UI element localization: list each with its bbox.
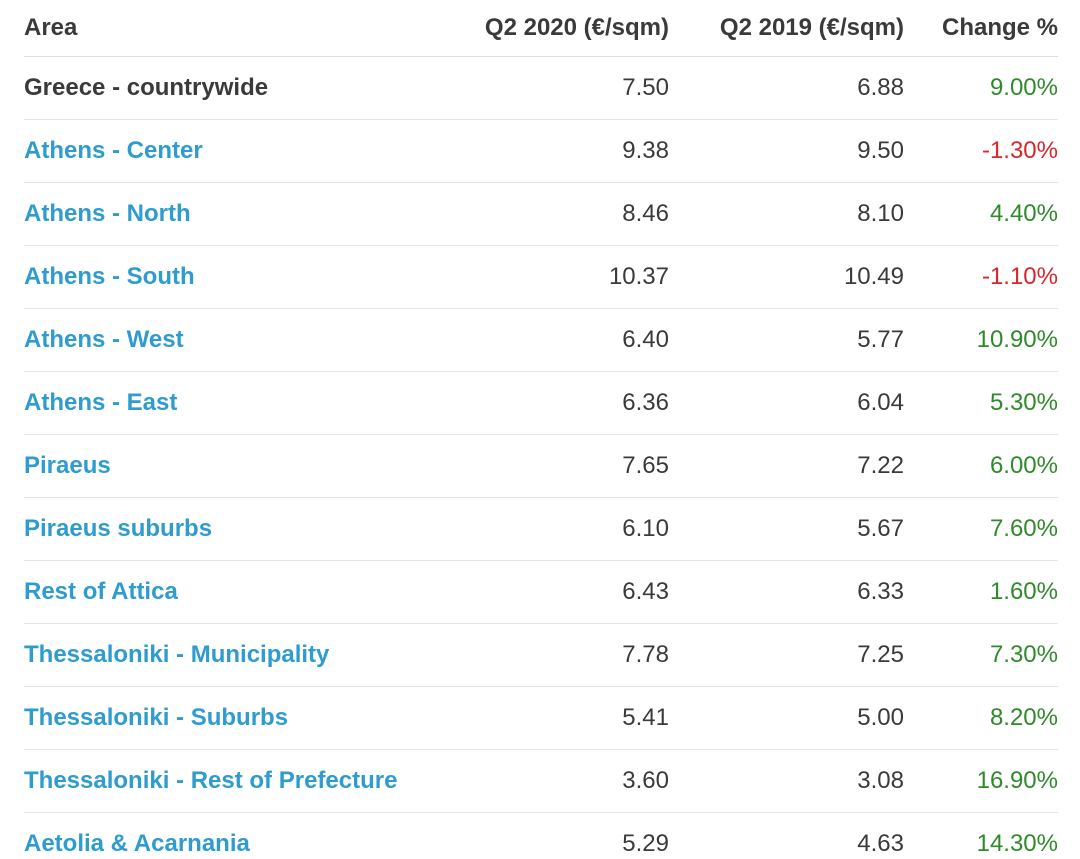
area-link[interactable]: Thessaloniki - Rest of Prefecture	[24, 767, 398, 794]
area-link[interactable]: Thessaloniki - Suburbs	[24, 704, 289, 731]
q2-2019-value: 7.25	[669, 623, 904, 687]
area-link[interactable]: Athens - Center	[24, 137, 203, 164]
area-cell[interactable]: Thessaloniki - Municipality	[24, 623, 424, 687]
column-header-q2-2019[interactable]: Q2 2019 (€/sqm)	[669, 0, 904, 57]
q2-2020-value: 10.37	[424, 245, 669, 309]
area-cell[interactable]: Athens - South	[24, 245, 424, 309]
table-row: Thessaloniki - Rest of Prefecture 3.60 3.0…	[24, 749, 1058, 813]
area-cell[interactable]: Thessaloniki - Rest of Prefecture	[24, 749, 424, 813]
change-value: -1.30%	[904, 119, 1058, 183]
q2-2020-value: 7.50	[424, 56, 669, 120]
q2-2020-value: 6.43	[424, 560, 669, 624]
q2-2020-value: 8.46	[424, 182, 669, 246]
table-row: Aetolia & Acarnania 5.29 4.63 14.30%	[24, 812, 1058, 859]
q2-2020-value: 5.41	[424, 686, 669, 750]
area-cell[interactable]: Piraeus	[24, 434, 424, 498]
change-value: 7.30%	[904, 623, 1058, 687]
header-row: Area Q2 2020 (€/sqm) Q2 2019 (€/sqm) Cha…	[24, 0, 1058, 57]
rent-prices-table: Area Q2 2020 (€/sqm) Q2 2019 (€/sqm) Cha…	[24, 0, 1058, 859]
q2-2019-value: 4.63	[669, 812, 904, 859]
table-header: Area Q2 2020 (€/sqm) Q2 2019 (€/sqm) Cha…	[24, 0, 1058, 57]
table-row: Athens - West 6.40 5.77 10.90%	[24, 308, 1058, 372]
area-cell[interactable]: Athens - North	[24, 182, 424, 246]
change-value: 10.90%	[904, 308, 1058, 372]
area-link[interactable]: Piraeus	[24, 452, 111, 479]
table-row: Athens - Center 9.38 9.50 -1.30%	[24, 119, 1058, 183]
change-value: 8.20%	[904, 686, 1058, 750]
column-header-change[interactable]: Change %	[904, 0, 1058, 57]
area-link[interactable]: Athens - North	[24, 200, 191, 227]
area-cell[interactable]: Thessaloniki - Suburbs	[24, 686, 424, 750]
area-cell[interactable]: Athens - Center	[24, 119, 424, 183]
area-cell[interactable]: Athens - East	[24, 371, 424, 435]
change-value: 14.30%	[904, 812, 1058, 859]
table-body: Greece - countrywide 7.50 6.88 9.00% Athens …	[24, 56, 1058, 859]
change-value: 6.00%	[904, 434, 1058, 498]
column-header-area[interactable]: Area	[24, 0, 424, 57]
q2-2019-value: 5.00	[669, 686, 904, 750]
q2-2020-value: 7.78	[424, 623, 669, 687]
q2-2019-value: 5.67	[669, 497, 904, 561]
area-link[interactable]: Athens - East	[24, 389, 178, 416]
change-value: 5.30%	[904, 371, 1058, 435]
table-row: Piraeus suburbs 6.10 5.67 7.60%	[24, 497, 1058, 561]
table-row: Piraeus 7.65 7.22 6.00%	[24, 434, 1058, 498]
table-row: Thessaloniki - Suburbs 5.41 5.00 8.20%	[24, 686, 1058, 750]
q2-2020-value: 6.36	[424, 371, 669, 435]
q2-2019-value: 6.88	[669, 56, 904, 120]
q2-2020-value: 9.38	[424, 119, 669, 183]
q2-2019-value: 7.22	[669, 434, 904, 498]
q2-2019-value: 9.50	[669, 119, 904, 183]
area-link[interactable]: Thessaloniki - Municipality	[24, 641, 330, 668]
q2-2020-value: 6.10	[424, 497, 669, 561]
q2-2020-value: 5.29	[424, 812, 669, 859]
column-header-q2-2020[interactable]: Q2 2020 (€/sqm)	[424, 0, 669, 57]
table-row: Athens - East 6.36 6.04 5.30%	[24, 371, 1058, 435]
q2-2019-value: 6.04	[669, 371, 904, 435]
q2-2019-value: 8.10	[669, 182, 904, 246]
change-value: 9.00%	[904, 56, 1058, 120]
change-value: 7.60%	[904, 497, 1058, 561]
area-cell[interactable]: Athens - West	[24, 308, 424, 372]
area-link[interactable]: Athens - West	[24, 326, 184, 353]
table-row: Thessaloniki - Municipality 7.78 7.25 7.30%	[24, 623, 1058, 687]
table-row: Athens - South 10.37 10.49 -1.10%	[24, 245, 1058, 309]
area-link[interactable]: Piraeus suburbs	[24, 515, 213, 542]
q2-2019-value: 3.08	[669, 749, 904, 813]
q2-2020-value: 7.65	[424, 434, 669, 498]
q2-2020-value: 3.60	[424, 749, 669, 813]
table-row: Athens - North 8.46 8.10 4.40%	[24, 182, 1058, 246]
table-row: Rest of Attica 6.43 6.33 1.60%	[24, 560, 1058, 624]
area-cell[interactable]: Aetolia & Acarnania	[24, 812, 424, 859]
table-row: Greece - countrywide 7.50 6.88 9.00%	[24, 56, 1058, 120]
area-link[interactable]: Rest of Attica	[24, 578, 178, 605]
q2-2019-value: 10.49	[669, 245, 904, 309]
change-value: 16.90%	[904, 749, 1058, 813]
change-value: 1.60%	[904, 560, 1058, 624]
area-link[interactable]: Aetolia & Acarnania	[24, 830, 250, 857]
change-value: -1.10%	[904, 245, 1058, 309]
q2-2019-value: 5.77	[669, 308, 904, 372]
area-cell[interactable]: Rest of Attica	[24, 560, 424, 624]
area-cell[interactable]: Piraeus suburbs	[24, 497, 424, 561]
area-link[interactable]: Athens - South	[24, 263, 195, 290]
q2-2019-value: 6.33	[669, 560, 904, 624]
q2-2020-value: 6.40	[424, 308, 669, 372]
change-value: 4.40%	[904, 182, 1058, 246]
area-cell: Greece - countrywide	[24, 56, 424, 120]
